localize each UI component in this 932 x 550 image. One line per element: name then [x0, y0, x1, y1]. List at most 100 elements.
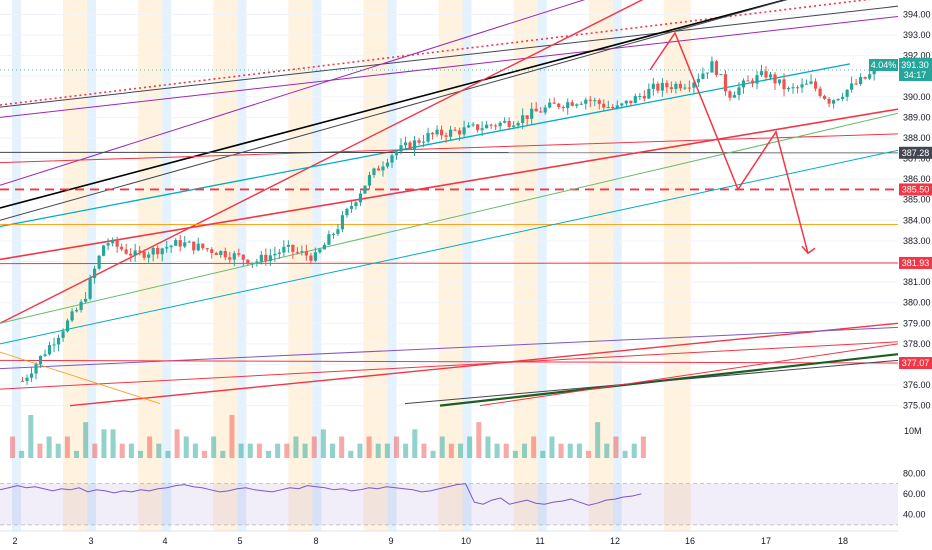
candle-body — [457, 130, 462, 135]
price-tick-label: 393.00 — [903, 30, 931, 40]
price-scale-background[interactable] — [898, 0, 932, 550]
trend-line[interactable] — [0, 0, 650, 324]
session-band-open — [87, 0, 97, 531]
volume-bar — [83, 422, 89, 458]
volume-bar — [485, 436, 491, 458]
trend-line[interactable] — [0, 63, 851, 228]
trend-line[interactable] — [0, 341, 899, 390]
candle-body — [219, 250, 223, 255]
candle-body — [300, 251, 304, 253]
date-tick-label: 12 — [610, 536, 620, 546]
candle-body — [183, 242, 187, 247]
trend-line[interactable] — [0, 112, 899, 324]
candle-body — [498, 122, 502, 127]
trend-line[interactable] — [0, 5, 899, 108]
trend-line[interactable] — [0, 0, 590, 186]
trendline-drawings[interactable] — [0, 0, 899, 407]
candle-body — [777, 79, 782, 84]
volume-bar — [64, 436, 70, 458]
projection-arrow-path[interactable] — [649, 31, 816, 255]
date-axis[interactable]: 2 3 4 5 8 9 10 11 12 16 17 18 — [12, 536, 848, 546]
volume-pane — [10, 415, 646, 458]
volume-bar — [531, 436, 537, 458]
candle-body — [714, 61, 719, 75]
candle-body — [102, 245, 106, 256]
candle-body — [800, 84, 804, 88]
candle-body — [138, 250, 142, 252]
candle-body — [376, 168, 381, 171]
candle-body — [602, 103, 606, 108]
candle-body — [719, 74, 723, 76]
rsi-axis: 80.00 60.00 40.00 — [903, 468, 926, 519]
candle-body — [129, 253, 133, 256]
volume-bar — [192, 443, 198, 458]
volume-bar — [19, 450, 25, 458]
volume-bar — [302, 443, 308, 458]
volume-bar — [247, 443, 253, 458]
candle-body — [390, 155, 394, 163]
price-tag-text: 387.28 — [902, 148, 930, 158]
date-tick-label: 4 — [162, 536, 167, 546]
candle-body — [615, 105, 619, 109]
rsi-tick-label: 60.00 — [903, 489, 926, 499]
volume-bar — [366, 436, 372, 458]
candle-body — [651, 83, 655, 89]
candle-body — [755, 75, 759, 84]
trend-line[interactable] — [0, 0, 800, 221]
candle-body — [642, 95, 646, 99]
candle-body — [349, 206, 354, 209]
price-tick-label: 375.00 — [903, 401, 931, 411]
volume-bar — [320, 429, 326, 458]
trend-line[interactable] — [404, 359, 899, 405]
current-price-badge — [899, 58, 932, 81]
volume-bar — [412, 429, 418, 458]
candle-body — [178, 240, 182, 247]
price-tag-text: 385.50 — [902, 184, 930, 194]
candle-body — [764, 71, 768, 78]
candle-body — [485, 124, 489, 129]
trend-line[interactable] — [479, 343, 899, 407]
trend-line[interactable] — [0, 149, 899, 345]
trend-line[interactable] — [0, 0, 898, 106]
volume-bar — [74, 450, 80, 458]
candle-body — [291, 244, 295, 252]
candle-body — [52, 344, 56, 346]
trend-line[interactable] — [0, 133, 899, 164]
candle-body — [399, 145, 403, 152]
trend-line[interactable] — [0, 15, 899, 118]
countdown-text: 34:17 — [904, 70, 927, 80]
trend-line[interactable] — [0, 108, 899, 261]
trend-line[interactable] — [0, 351, 161, 404]
volume-bar — [375, 443, 381, 458]
candle-body — [147, 254, 151, 258]
trend-line[interactable] — [0, 262, 899, 265]
volume-bar — [631, 443, 637, 458]
rsi-band — [0, 483, 898, 525]
price-tick-label: 379.00 — [903, 318, 931, 328]
trend-line[interactable] — [0, 326, 899, 370]
candle-body — [336, 229, 340, 234]
candle-body — [692, 82, 696, 88]
projection-path[interactable] — [649, 31, 809, 254]
price-tick-label: 392.00 — [903, 51, 931, 61]
volume-bar — [586, 450, 592, 458]
candle-body — [863, 77, 867, 79]
candle-body — [566, 102, 570, 109]
candle-body — [97, 255, 101, 269]
session-band-open — [312, 0, 322, 531]
candle-body — [633, 96, 637, 104]
candle-body — [47, 345, 52, 355]
candle-body — [773, 74, 777, 84]
trend-line[interactable] — [0, 0, 800, 209]
trend-line[interactable] — [439, 353, 899, 407]
volume-bar — [540, 450, 546, 458]
trend-line[interactable] — [0, 359, 899, 364]
volume-bar — [458, 443, 464, 458]
volume-bar — [92, 443, 98, 458]
volume-bar — [138, 450, 144, 458]
candle-body — [503, 120, 507, 123]
rsi-pane — [0, 483, 898, 526]
trend-line[interactable] — [69, 322, 899, 407]
candle-body — [367, 175, 372, 186]
